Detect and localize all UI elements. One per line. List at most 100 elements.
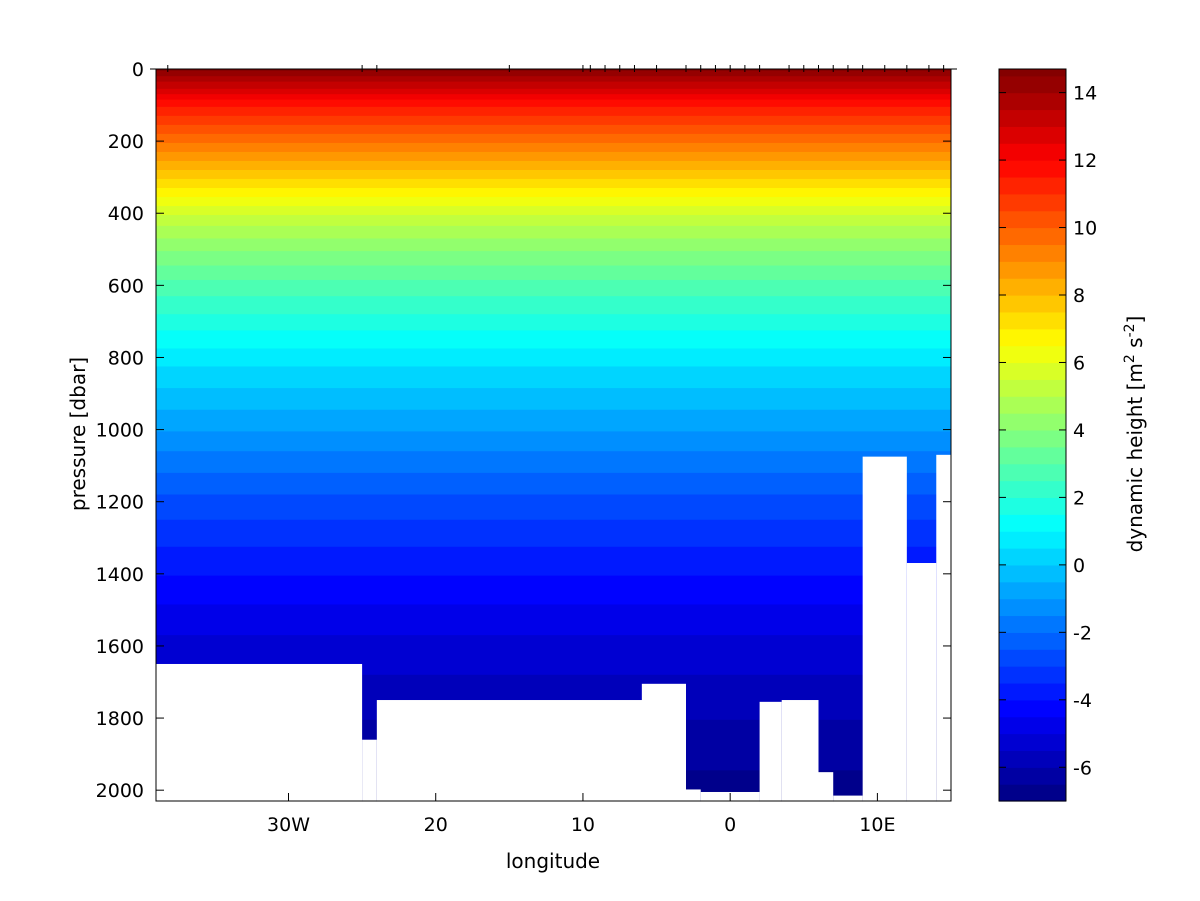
plot-frame xyxy=(155,68,952,802)
y-axis-label: pressure [dbar] xyxy=(66,357,90,511)
field-band xyxy=(156,330,951,350)
colorbar-band xyxy=(999,69,1066,77)
colorbar-band xyxy=(999,632,1066,650)
seafloor-segment xyxy=(862,456,907,803)
x-axis-ticks: 30W 20 10 0 10E xyxy=(267,793,895,836)
colorbar-band xyxy=(999,413,1066,431)
seafloor-segment xyxy=(759,701,782,803)
colorbar-band xyxy=(999,160,1066,178)
y-tick-label: 1200 xyxy=(96,492,144,514)
colorbar-tick-label: 10 xyxy=(1073,218,1097,240)
field-band xyxy=(156,88,951,95)
y-tick-label: 1000 xyxy=(96,420,144,442)
x-tick-label: 30W xyxy=(267,814,310,836)
field-band xyxy=(156,94,951,101)
field-band xyxy=(156,296,951,315)
field-band xyxy=(156,160,951,171)
colorbar-band xyxy=(999,548,1066,566)
field-band xyxy=(156,494,951,521)
colorbar-band xyxy=(999,109,1066,127)
colorbar-band xyxy=(999,328,1066,347)
colorbar-band xyxy=(999,682,1066,701)
seafloor-segment xyxy=(781,700,819,803)
field-band xyxy=(156,133,951,144)
field-band xyxy=(156,178,951,189)
colorbar-band xyxy=(999,92,1066,111)
seafloor-segment xyxy=(833,795,863,803)
field-band xyxy=(156,238,951,252)
seafloor-segment xyxy=(362,739,377,803)
seafloor-segment xyxy=(641,683,686,803)
seafloor-segment xyxy=(906,563,937,803)
y-axis-ticks: 0 200 400 600 800 1000 1200 1400 1600 1800 2000 xyxy=(96,59,951,802)
colorbar-band xyxy=(999,345,1066,364)
field-band xyxy=(156,142,951,153)
colorbar-tick-label: 8 xyxy=(1073,285,1085,307)
x-tick-label: 20 xyxy=(424,814,448,836)
y-tick-label: 200 xyxy=(108,131,144,153)
field-band xyxy=(156,431,951,452)
seafloor-segment xyxy=(376,700,679,803)
field-band xyxy=(156,187,951,198)
colorbar-tick-label: -2 xyxy=(1073,622,1092,644)
field-band xyxy=(156,151,951,162)
colorbar-tick-label: 2 xyxy=(1073,487,1085,509)
colorbar-band xyxy=(999,598,1066,617)
colorbar-band xyxy=(999,210,1066,229)
colorbar-band xyxy=(999,362,1066,380)
colorbar-band xyxy=(999,126,1066,144)
field-band xyxy=(156,206,951,216)
field-band xyxy=(156,69,951,72)
colorbar-tick-label: -4 xyxy=(1073,690,1092,712)
colorbar-band xyxy=(999,480,1066,499)
colorbar-label-text: dynamic height [m xyxy=(1123,363,1147,552)
colorbar-band xyxy=(999,564,1066,583)
station-markers xyxy=(150,65,957,72)
x-tick-label: 10E xyxy=(859,814,895,836)
x-tick-label: 10 xyxy=(571,814,595,836)
seafloor-segment xyxy=(156,663,363,803)
field-band xyxy=(156,124,951,135)
colorbar-band xyxy=(999,446,1066,465)
field-band xyxy=(156,265,951,281)
colorbar-band xyxy=(999,379,1066,397)
dynamic-height-field xyxy=(156,69,951,802)
colorbar: -6 -4 -2 0 2 4 6 8 10 12 14 xyxy=(998,68,1097,802)
colorbar-band xyxy=(999,463,1066,482)
colorbar-label-end: ] xyxy=(1123,316,1147,324)
colorbar-tick-label: 4 xyxy=(1073,420,1085,442)
y-tick-label: 400 xyxy=(108,203,144,225)
colorbar-band xyxy=(999,649,1066,667)
y-tick-label: 800 xyxy=(108,347,144,369)
y-tick-label: 1600 xyxy=(96,636,144,658)
colorbar-band xyxy=(999,716,1066,735)
field-band xyxy=(156,169,951,180)
field-band xyxy=(156,251,951,267)
x-tick-label: 0 xyxy=(724,814,736,836)
colorbar-band xyxy=(999,615,1066,633)
colorbar-band xyxy=(999,311,1066,330)
colorbar-band xyxy=(999,497,1066,515)
field-band xyxy=(156,519,951,548)
main-axes xyxy=(155,68,952,802)
y-tick-label: 2000 xyxy=(96,780,144,802)
field-band xyxy=(156,472,951,496)
colorbar-label-sup2: -2 xyxy=(1122,323,1138,337)
field-band xyxy=(156,388,951,411)
colorbar-band xyxy=(999,193,1066,212)
colorbar-band xyxy=(999,784,1066,802)
colorbar-tick-label: 14 xyxy=(1073,83,1097,105)
colorbar-band xyxy=(999,666,1066,684)
colorbar-tick-label: 6 xyxy=(1073,352,1085,374)
field-band xyxy=(156,197,951,207)
colorbar-band xyxy=(999,750,1066,768)
field-band xyxy=(156,70,951,77)
field-band xyxy=(156,604,951,636)
y-tick-label: 600 xyxy=(108,275,144,297)
colorbar-band xyxy=(999,75,1066,94)
y-tick-label: 1800 xyxy=(96,708,144,730)
field-band xyxy=(156,366,951,389)
colorbar-band xyxy=(999,143,1066,161)
colorbar-frame xyxy=(998,68,1067,802)
